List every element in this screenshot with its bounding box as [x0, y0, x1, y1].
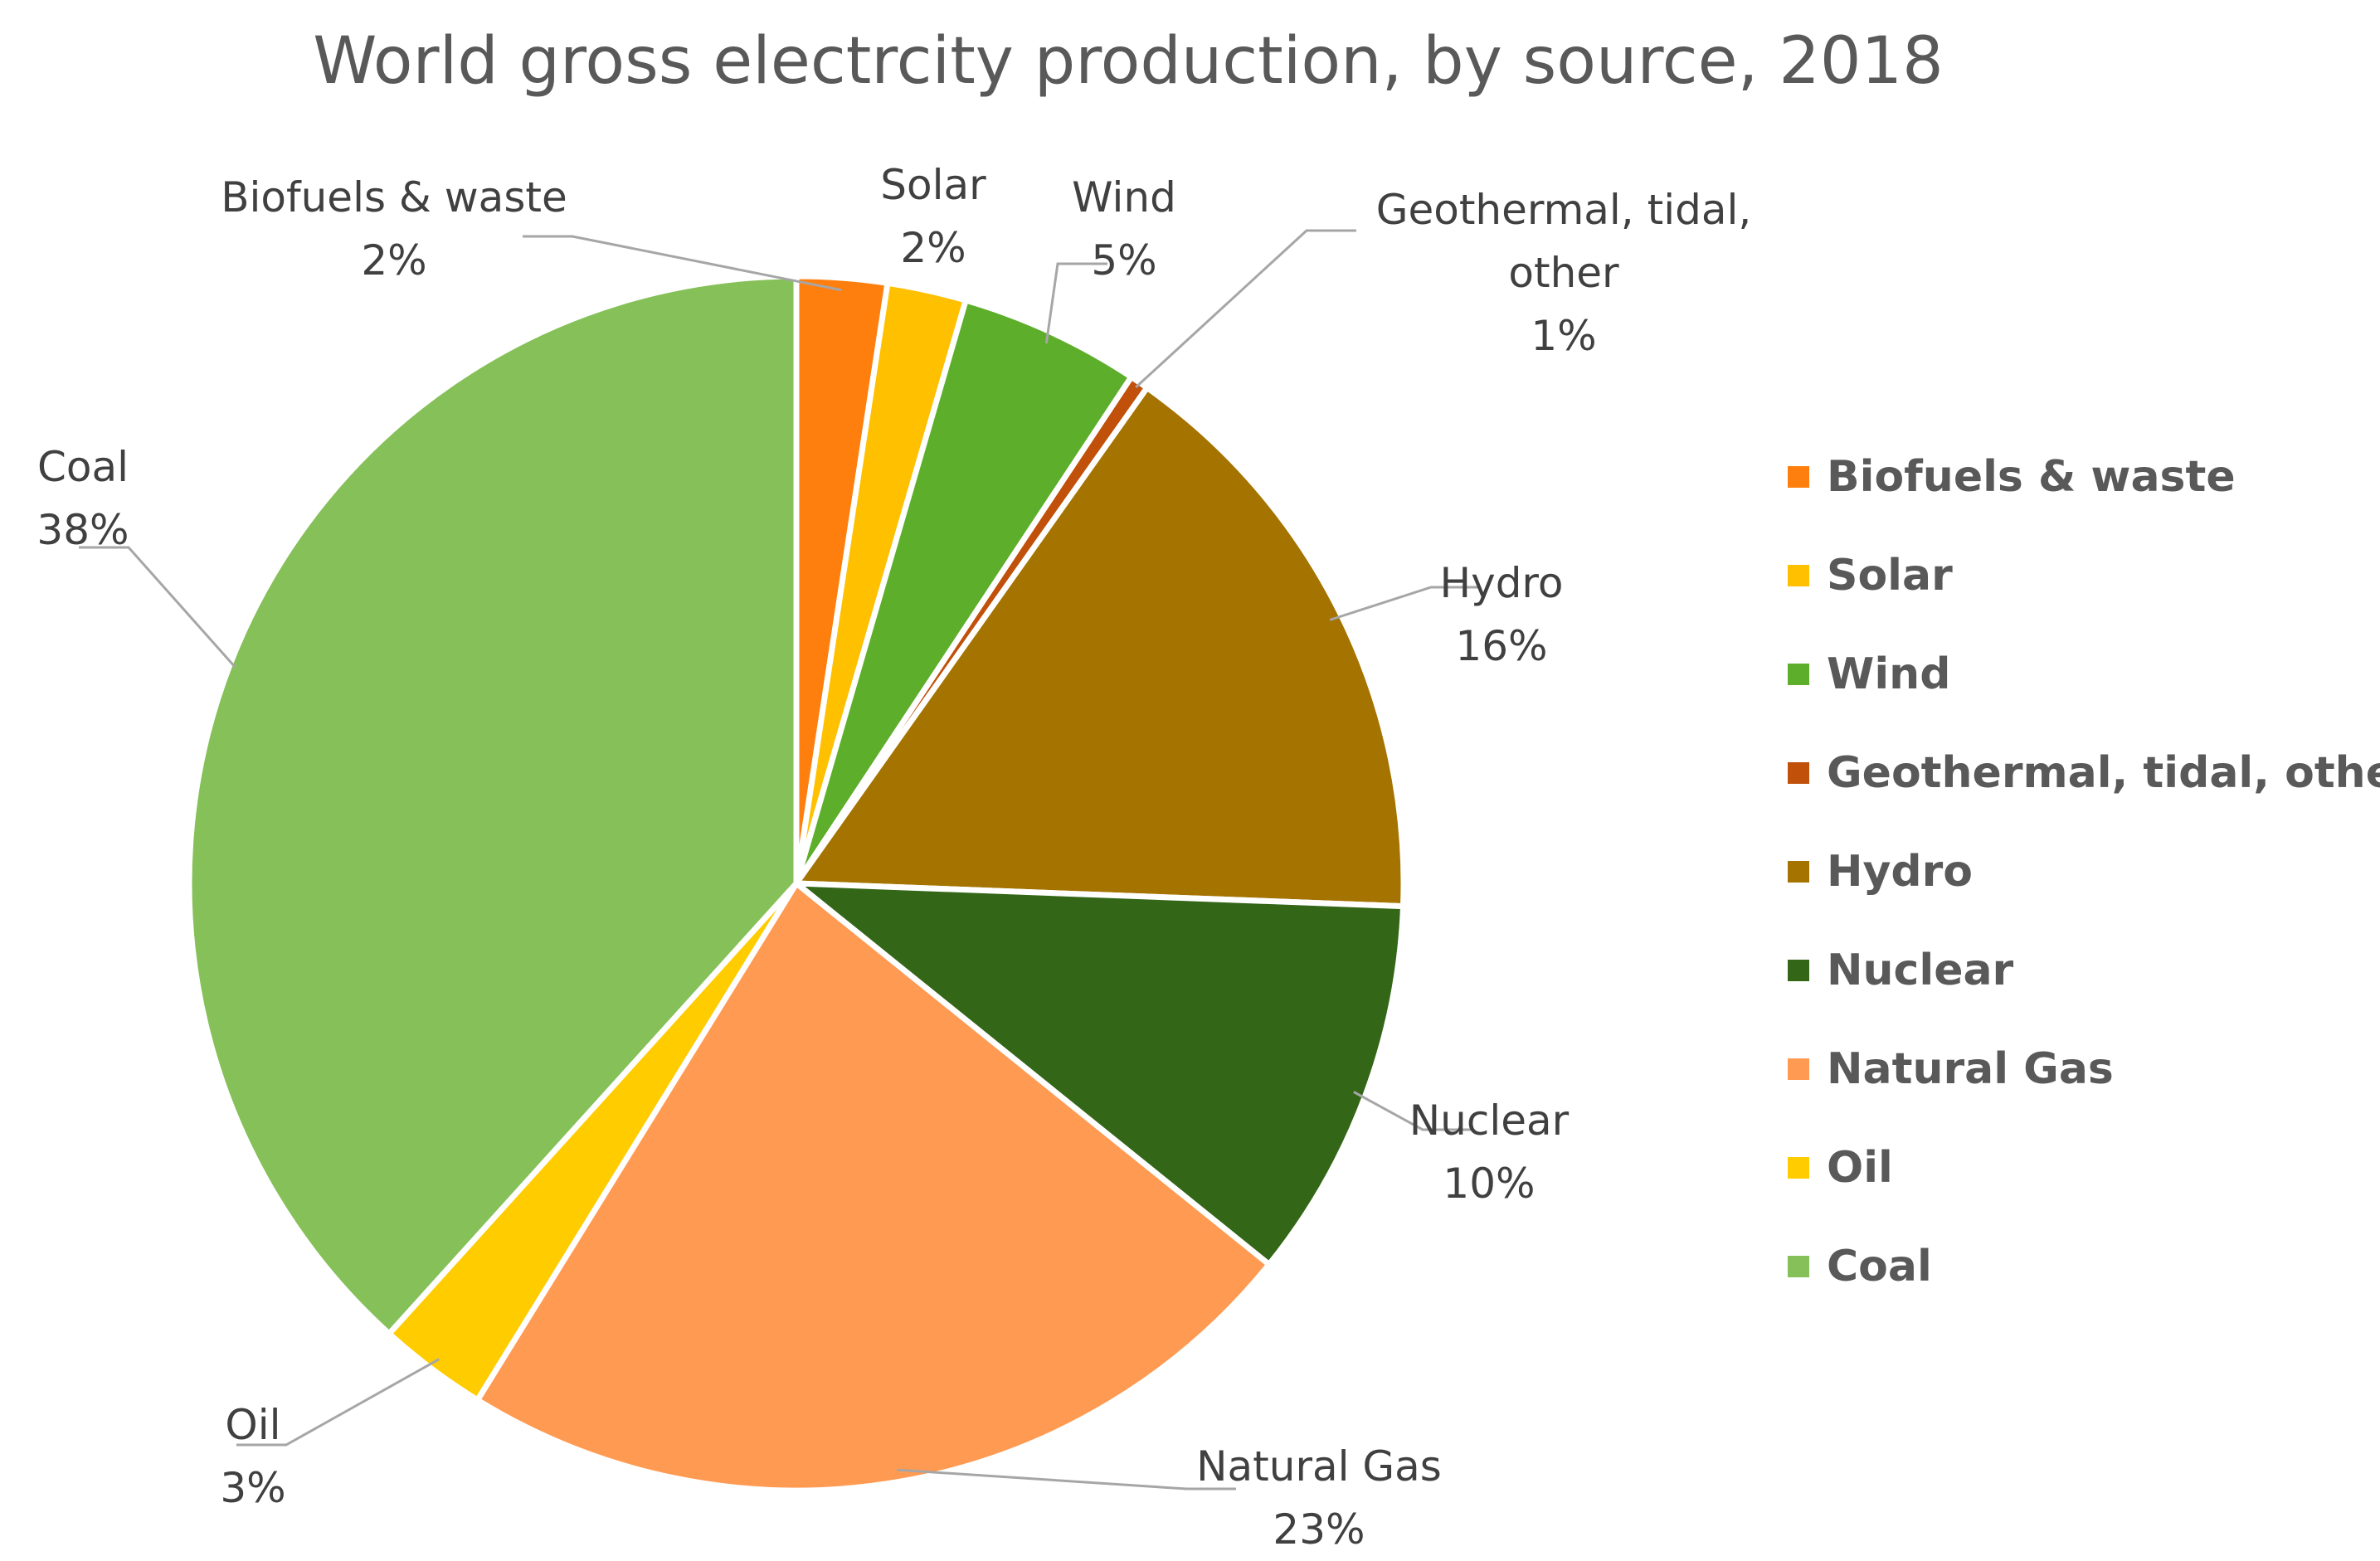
- data-labels: Biofuels & waste 2% Solar 2% Wind 5% Geotherma…: [37, 161, 1751, 1554]
- data-label-name-nuclear: Nuclear: [1409, 1097, 1570, 1145]
- data-label-name-natural-gas: Natural Gas: [1196, 1442, 1442, 1490]
- data-label-name-geothermal-tidal-other-1: Geothermal, tidal,: [1376, 186, 1752, 234]
- leader-line-nuclear: [1353, 1091, 1472, 1131]
- leader-line-biofuels-waste: [523, 235, 842, 292]
- legend-swatch-oil: [1788, 1157, 1809, 1179]
- legend-label-wind: Wind: [1827, 649, 1950, 699]
- leader-line-wind: [1044, 262, 1107, 344]
- data-label-value-natural-gas: 23%: [1273, 1505, 1365, 1554]
- data-label-name-wind: Wind: [1072, 173, 1176, 221]
- pie-slice-nuclear: [793, 880, 1406, 1267]
- data-label-value-nuclear: 10%: [1443, 1160, 1535, 1208]
- leader-lines: [79, 229, 1481, 1490]
- pie-slice-hydro: [793, 384, 1407, 910]
- data-label-name-solar: Solar: [880, 161, 986, 209]
- data-label-value-hydro: 16%: [1455, 622, 1547, 670]
- data-label-value-oil: 3%: [220, 1464, 285, 1512]
- legend-swatch-natural-gas: [1788, 1058, 1809, 1080]
- legend-label-geothermal-tidal-other: Geothermal, tidal, other: [1827, 748, 2380, 798]
- pie-slices: [186, 273, 1407, 1494]
- leader-line-coal: [79, 546, 236, 669]
- leader-line-natural-gas: [897, 1468, 1236, 1490]
- legend-label-biofuels-waste: Biofuels & waste: [1827, 452, 2236, 502]
- legend-swatch-solar: [1788, 565, 1809, 586]
- legend-swatch-biofuels-waste: [1788, 466, 1809, 488]
- legend-swatch-hydro: [1788, 861, 1809, 883]
- legend-label-natural-gas: Natural Gas: [1827, 1044, 2114, 1094]
- legend-label-coal: Coal: [1827, 1242, 1932, 1291]
- legend-swatch-coal: [1788, 1256, 1809, 1277]
- legend-swatch-geothermal-tidal-other: [1788, 762, 1809, 784]
- leader-line-oil: [236, 1358, 440, 1447]
- data-label-value-geothermal-tidal-other: 1%: [1531, 312, 1596, 360]
- legend-label-hydro: Hydro: [1827, 847, 1973, 897]
- data-label-name-hydro: Hydro: [1440, 559, 1564, 607]
- legend: Biofuels & waste Solar Wind Geothermal, tid…: [1788, 452, 2380, 1291]
- leader-line-geothermal-tidal-other: [1135, 229, 1356, 389]
- pie-slice-natural-gas: [475, 880, 1273, 1494]
- data-label-value-coal: 38%: [37, 506, 129, 554]
- chart-title: World gross electrcity production, by so…: [313, 24, 1944, 99]
- legend-label-nuclear: Nuclear: [1827, 946, 2014, 995]
- legend-label-oil: Oil: [1827, 1143, 1893, 1193]
- data-label-name-coal: Coal: [37, 443, 129, 491]
- legend-label-solar: Solar: [1827, 551, 1953, 601]
- pie-slice-coal: [186, 273, 800, 1337]
- data-label-value-wind: 5%: [1091, 236, 1156, 284]
- legend-swatch-wind: [1788, 664, 1809, 685]
- data-label-name-biofuels-waste: Biofuels & waste: [221, 173, 567, 221]
- legend-swatch-nuclear: [1788, 960, 1809, 981]
- data-label-value-solar: 2%: [900, 224, 966, 272]
- pie-slice-wind: [793, 297, 1135, 887]
- leader-line-hydro: [1329, 586, 1481, 621]
- data-label-name-geothermal-tidal-other-2: other: [1508, 249, 1619, 297]
- data-label-value-biofuels-waste: 2%: [361, 236, 426, 284]
- data-label-name-oil: Oil: [225, 1401, 280, 1449]
